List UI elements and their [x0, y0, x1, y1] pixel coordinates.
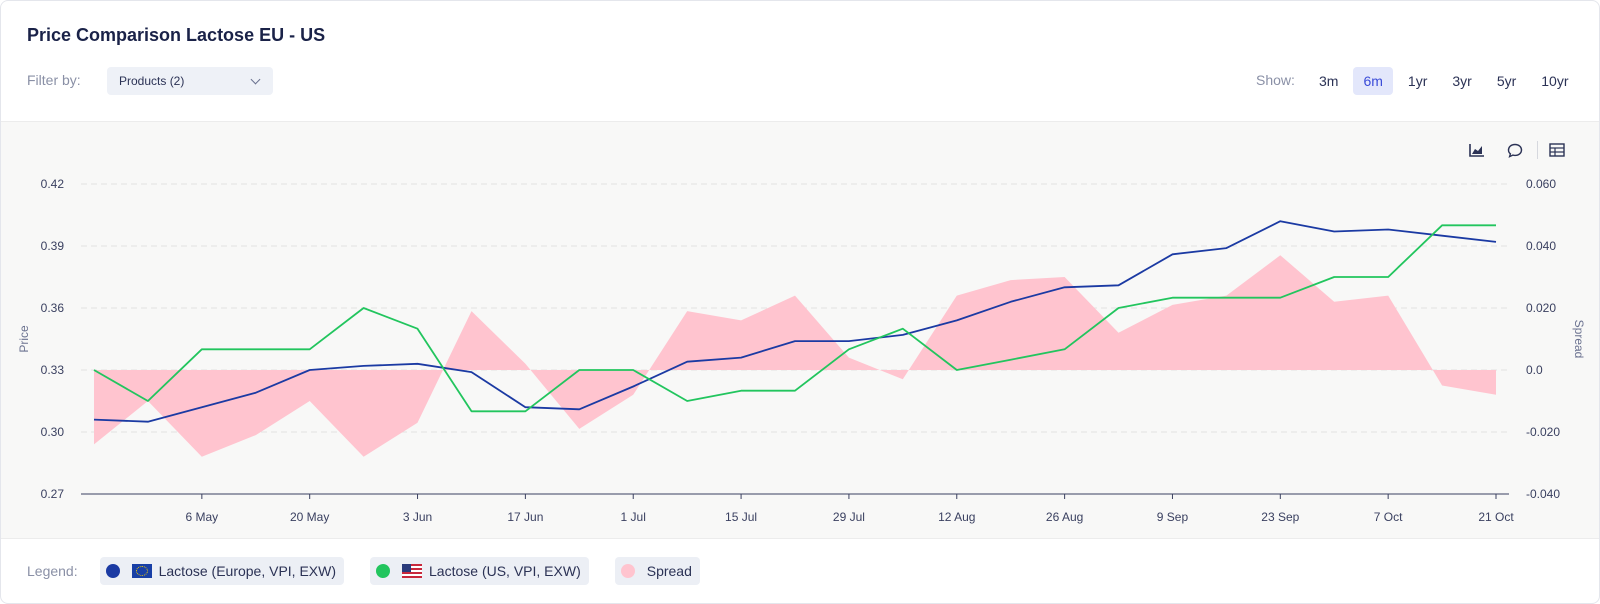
x-tick-label: 15 Jul	[725, 510, 757, 524]
range-button-1yr[interactable]: 1yr	[1407, 73, 1428, 89]
legend-item-europe-label: Lactose (Europe, VPI, EXW)	[158, 563, 337, 579]
chevron-down-icon	[250, 74, 261, 85]
x-tick-label: 1 Jul	[621, 510, 646, 524]
x-tick-label: 23 Sep	[1261, 510, 1299, 524]
legend-item-europe[interactable]: Lactose (Europe, VPI, EXW)	[99, 557, 345, 585]
products-dropdown-value: Products (2)	[119, 74, 185, 88]
x-tick-label: 17 Jun	[507, 510, 543, 524]
spread-series-dot	[620, 564, 635, 578]
y2-tick-label: -0.040	[1526, 487, 1560, 501]
x-tick-label: 3 Jun	[403, 510, 432, 524]
y-tick-label: 0.30	[41, 425, 65, 439]
price-chart: 0.27 0.30 0.33 0.36 0.39 0.42 -0.040 -0.020 0.0 0…	[17, 177, 1586, 524]
x-tick-label: 9 Sep	[1157, 510, 1189, 524]
range-button-10yr[interactable]: 10yr	[1541, 73, 1569, 89]
x-tick-label: 7 Oct	[1374, 510, 1403, 524]
y-tick-label: 0.39	[41, 239, 65, 253]
range-button-6m[interactable]: 6m	[1353, 67, 1393, 95]
y-tick-label: 0.42	[41, 177, 65, 191]
europe-series-dot	[105, 564, 120, 578]
europe-price-line	[93, 220, 1497, 423]
table-icon[interactable]	[1546, 139, 1568, 161]
legend-item-us[interactable]: Lactose (US, VPI, EXW)	[370, 557, 589, 585]
range-selector: 3m 6m 1yr 3yr 5yr 10yr	[1309, 67, 1584, 95]
y2-tick-label: 0.040	[1526, 239, 1556, 253]
legend-item-spread[interactable]: Spread	[614, 557, 700, 585]
y-tick-label: 0.27	[41, 487, 65, 501]
show-label: Show:	[1256, 72, 1295, 88]
toolbar-divider	[1537, 141, 1538, 159]
x-tick-label: 21 Oct	[1478, 510, 1514, 524]
products-dropdown[interactable]: Products (2)	[107, 67, 273, 95]
filter-label: Filter by:	[27, 72, 81, 88]
x-tick-label: 26 Aug	[1046, 510, 1083, 524]
y2-tick-label: 0.020	[1526, 301, 1556, 315]
y2-tick-label: 0.060	[1526, 177, 1556, 191]
page-title: Price Comparison Lactose EU - US	[27, 25, 326, 45]
x-tick-label: 29 Jul	[833, 510, 865, 524]
legend-label: Legend:	[27, 563, 78, 579]
chart-area-icon[interactable]	[1466, 139, 1488, 161]
us-series-dot	[376, 564, 391, 578]
legend-item-us-label: Lactose (US, VPI, EXW)	[429, 563, 581, 579]
y-tick-label: 0.33	[41, 363, 65, 377]
y2-axis-label: Spread	[1572, 320, 1586, 359]
y-tick-label: 0.36	[41, 301, 65, 315]
legend: Legend: Lactose (Europe, VPI, EXW) Lacto…	[27, 557, 726, 585]
legend-item-spread-label: Spread	[646, 563, 692, 579]
us-flag-icon	[402, 564, 423, 578]
y2-tick-label: 0.0	[1526, 363, 1543, 377]
range-button-3yr[interactable]: 3yr	[1452, 73, 1472, 89]
eu-flag-icon	[131, 564, 152, 578]
y-axis-label: Price	[17, 325, 31, 353]
range-button-3m[interactable]: 3m	[1319, 73, 1339, 89]
us-price-line	[93, 224, 1496, 413]
spread-area	[94, 255, 1496, 457]
x-tick-label: 20 May	[290, 510, 329, 524]
y2-tick-label: -0.020	[1526, 425, 1560, 439]
range-button-5yr[interactable]: 5yr	[1496, 73, 1517, 89]
comment-icon[interactable]	[1504, 139, 1526, 161]
x-tick-label: 6 May	[186, 510, 219, 524]
x-tick-label: 12 Aug	[938, 510, 975, 524]
